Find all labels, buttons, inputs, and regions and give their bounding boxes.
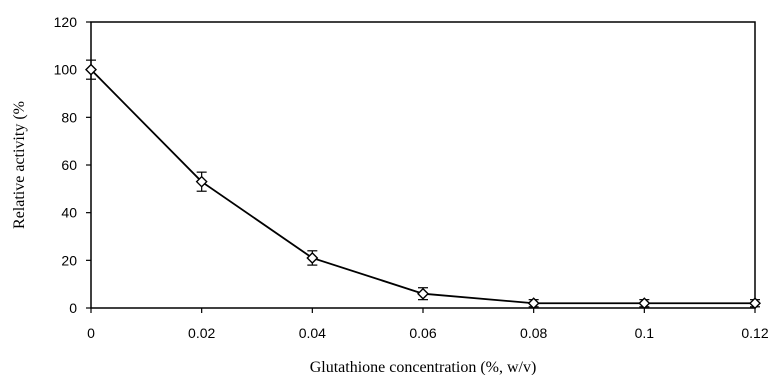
- plot-area: [90, 21, 756, 309]
- y-tick-label: 20: [61, 252, 77, 268]
- data-point-marker: [417, 287, 429, 300]
- y-tick-label: 0: [69, 300, 77, 316]
- x-tick-label: 0: [87, 325, 95, 341]
- y-tick-label: 120: [54, 14, 78, 30]
- data-point-marker: [527, 297, 540, 310]
- series-line: [90, 69, 755, 305]
- plot-frame: [90, 21, 756, 309]
- x-tick-label: 0.06: [409, 325, 436, 341]
- x-tick-label: 0.12: [741, 325, 768, 341]
- series-layer: [85, 59, 761, 310]
- y-axis-title: Relative activity (%: [11, 101, 28, 229]
- x-axis-ticks: 0 0.02 0.04 0.06 0.08 0.1 0.12: [87, 308, 769, 341]
- data-point-marker: [638, 297, 651, 310]
- x-tick-label: 0.08: [520, 325, 547, 341]
- y-tick-label: 80: [61, 109, 77, 125]
- x-tick-label: 0.04: [299, 325, 326, 341]
- y-tick-label: 100: [54, 62, 78, 78]
- data-point-marker: [85, 63, 97, 76]
- x-axis-title: Glutathione concentration (%, w/v): [310, 359, 537, 375]
- y-tick-label: 40: [61, 205, 77, 221]
- data-point-marker: [306, 251, 319, 264]
- data-point-marker: [749, 297, 761, 310]
- y-axis-ticks: 0 20 40 60 80 100 120: [54, 14, 91, 316]
- x-tick-label: 0.02: [188, 325, 215, 341]
- data-point-marker: [195, 175, 208, 188]
- x-tick-label: 0.1: [635, 325, 655, 341]
- y-tick-label: 60: [61, 157, 77, 173]
